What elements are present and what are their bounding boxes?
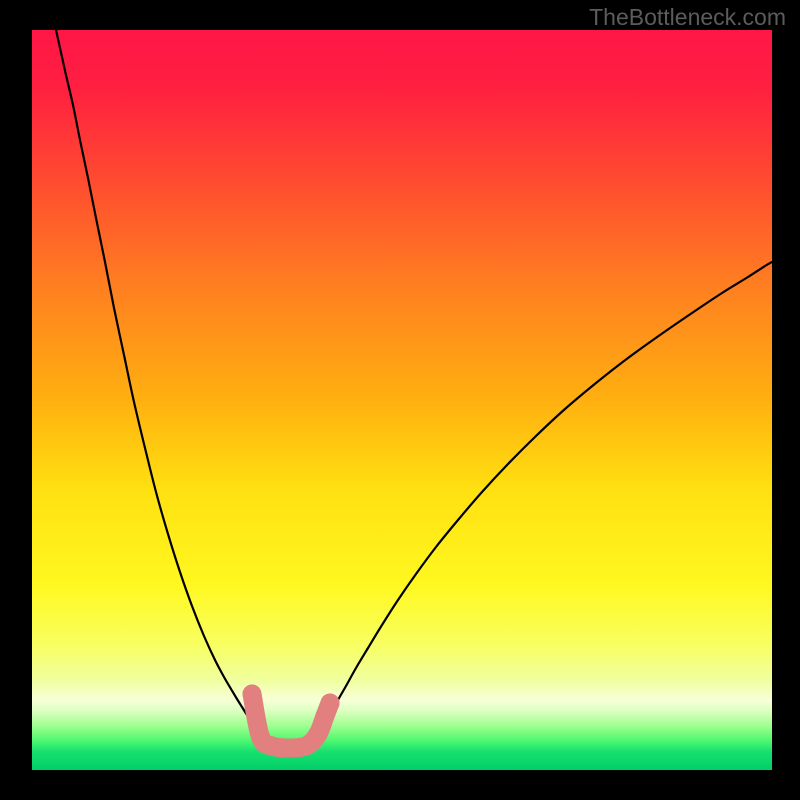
marker-point <box>321 694 340 713</box>
marker-point <box>309 725 328 744</box>
marker-point <box>243 685 262 704</box>
plot-gradient-background <box>32 30 772 770</box>
watermark-text: TheBottleneck.com <box>589 4 786 31</box>
marker-point <box>280 739 299 758</box>
marker-point <box>263 737 282 756</box>
bottleneck-chart <box>0 0 800 800</box>
